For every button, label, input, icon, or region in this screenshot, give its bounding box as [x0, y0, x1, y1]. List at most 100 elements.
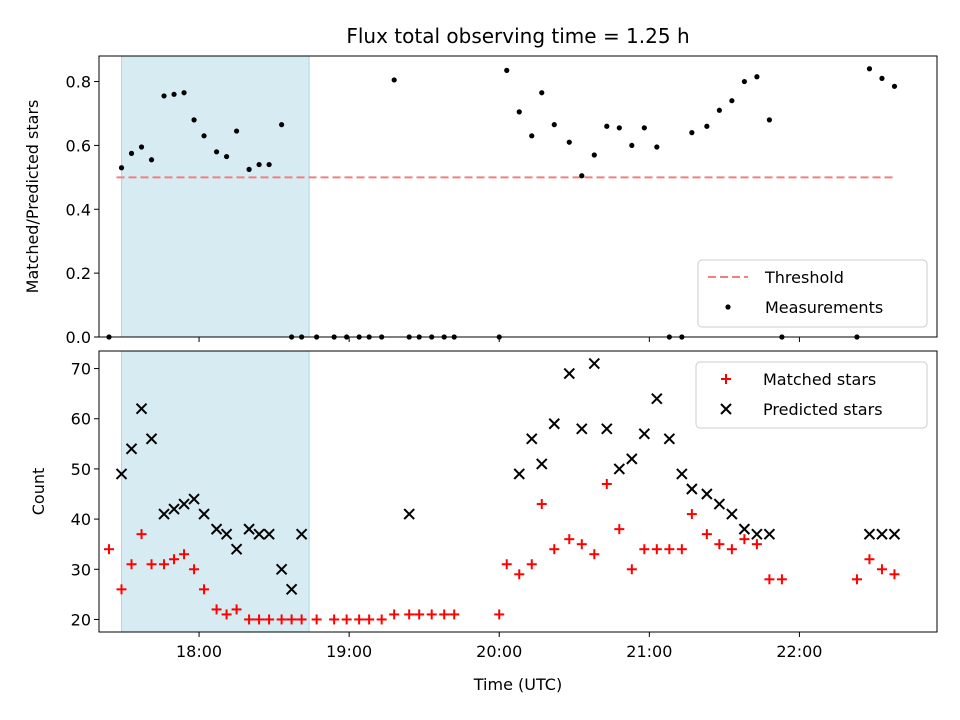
measurement-point [689, 130, 695, 136]
x-tick-label: 19:00 [326, 642, 372, 661]
predicted-star-point [168, 503, 180, 515]
measurement-point [246, 166, 252, 172]
predicted-star-point [888, 528, 901, 540]
legend-threshold-label: Threshold [764, 268, 844, 287]
bottom-panel: 20 30 40 50 60 70 18:00 19:00 20:00 21:00 22:00 C… [29, 350, 938, 694]
matched-star-point [639, 544, 650, 555]
predicted-star-point [198, 508, 210, 520]
top-legend: Threshold Measurements [697, 259, 928, 328]
predicted-star-point [230, 543, 243, 555]
measurement-point [629, 142, 635, 149]
measurement-point [138, 144, 145, 150]
matched-star-point [276, 614, 287, 625]
bottom-y-tick-label: 40 [71, 510, 91, 529]
measurement-point [529, 133, 535, 139]
measurement-point [866, 66, 873, 72]
matched-star-point [526, 559, 537, 570]
bottom-y-tick-label: 60 [71, 410, 91, 429]
matched-star-point [264, 614, 275, 625]
top-y-axis-label: Matched/Predicted stars [23, 100, 42, 294]
measurement-point [148, 157, 155, 163]
matched-star-point [439, 609, 450, 620]
matched-star-point [364, 614, 375, 625]
top-legend-box [697, 259, 928, 328]
measurement-point [641, 125, 647, 131]
matched-star-point [189, 564, 200, 575]
measurement-point [161, 93, 167, 99]
matched-star-point [389, 609, 400, 620]
predicted-star-point [701, 488, 713, 500]
matched-star-point [146, 559, 157, 570]
measurement-point [604, 123, 610, 129]
predicted-star-point [876, 528, 888, 540]
matched-star-point [329, 614, 340, 625]
predicted-star-point [536, 458, 548, 470]
measurement-point [391, 77, 397, 83]
matched-star-point [311, 614, 322, 625]
predicted-star-point [751, 528, 763, 540]
predicted-star-point [676, 468, 688, 480]
matched-star-point [514, 569, 525, 580]
matched-star-point [231, 604, 242, 615]
matched-star-point [136, 529, 147, 540]
matched-star-point [536, 499, 547, 510]
matched-star-point [576, 539, 587, 550]
matched-star-point [159, 559, 170, 570]
measurement-point [879, 75, 885, 81]
legend-measurements-label: Measurements [765, 298, 883, 317]
matched-star-point [564, 534, 575, 545]
predicted-star-point [263, 528, 275, 540]
predicted-star-point [125, 443, 138, 455]
predicted-star-point [513, 468, 525, 480]
x-tick-label: 21:00 [626, 642, 672, 661]
top-axes-frame [98, 55, 938, 338]
matched-star-point [116, 584, 127, 595]
matched-star-point [254, 614, 265, 625]
predicted-star-point [576, 423, 588, 435]
matched-star-point [664, 544, 675, 555]
matched-star-point [549, 544, 560, 555]
matched-star-point [414, 609, 425, 620]
matched-star-point [449, 609, 460, 620]
matched-star-point [614, 524, 625, 535]
measurement-point [654, 144, 660, 150]
matched-star-point [651, 544, 662, 555]
matched-star-point [296, 614, 307, 625]
matched-star-point [501, 559, 512, 570]
measurement-point [233, 128, 240, 134]
predicted-star-point [220, 528, 233, 540]
matched-star-point [376, 614, 387, 625]
measurement-point [766, 117, 773, 123]
measurement-point [591, 152, 597, 158]
matched-star-point [626, 564, 637, 575]
matched-star-point [776, 574, 787, 585]
matched-star-point [286, 614, 297, 625]
top-panel: 0.00.20.40.60.8 Matched/Predicted stars … [23, 55, 938, 347]
matched-star-point [601, 478, 612, 489]
measurement-point [223, 153, 230, 160]
matched-star-point [199, 584, 210, 595]
measurement-point [539, 90, 545, 96]
matched-star-point [751, 539, 762, 550]
predicted-star-point [686, 483, 698, 495]
matched-star-point [126, 559, 137, 570]
measurement-point [128, 150, 135, 156]
matched-star-point [179, 549, 190, 560]
measurement-point [741, 78, 747, 85]
measurement-point [551, 122, 557, 128]
predicted-star-point [178, 498, 190, 510]
predicted-star-point [713, 498, 726, 510]
measurement-point [729, 98, 735, 104]
predicted-star-point [243, 523, 255, 535]
measurement-point [171, 91, 177, 97]
predicted-star-point [403, 508, 415, 520]
legend-matched-swatch [721, 374, 731, 384]
predicted-star-point [638, 428, 651, 440]
measurement-point [716, 107, 722, 113]
predicted-star-point [651, 392, 663, 405]
predicted-star-point [763, 528, 776, 540]
matched-star-point [169, 554, 180, 565]
x-tick-label: 18:00 [176, 642, 222, 661]
top-y-tick-label: 0.6 [66, 136, 91, 155]
matched-star-point [341, 614, 352, 625]
